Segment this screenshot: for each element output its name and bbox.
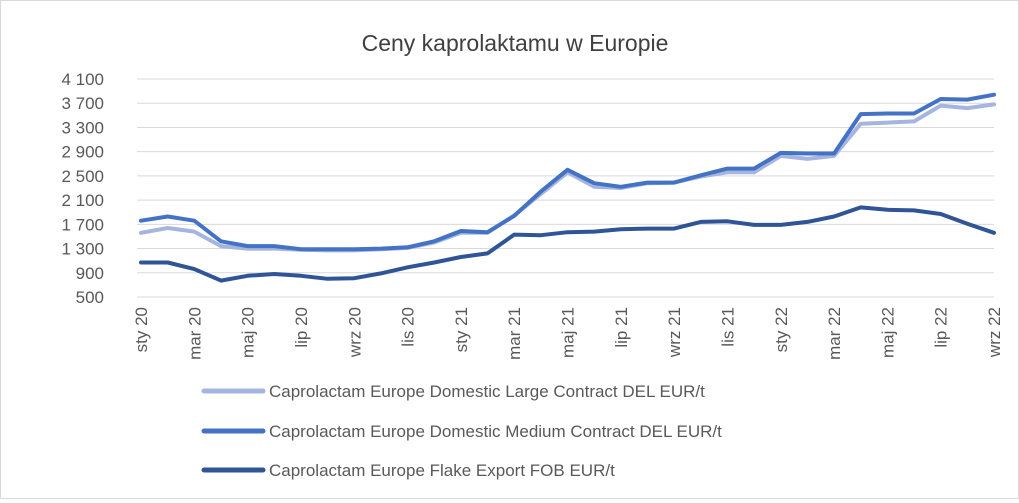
y-tick-label: 1 700 xyxy=(61,215,104,234)
x-axis: sty 20 mar 20 maj 20 lip 20 wrz 20 lis 20 sty … xyxy=(132,307,1004,360)
x-tick-label: sty 22 xyxy=(772,307,791,352)
gridlines xyxy=(137,78,994,298)
y-tick-label: 3 300 xyxy=(61,118,104,137)
x-tick-label: lis 20 xyxy=(399,307,418,347)
y-tick-label: 3 700 xyxy=(61,94,104,113)
x-tick-label: maj 22 xyxy=(878,307,897,358)
y-tick-label: 1 300 xyxy=(61,240,104,259)
x-tick-label: wrz 22 xyxy=(985,307,1004,358)
x-tick-label: lip 22 xyxy=(932,307,951,348)
x-tick-label: mar 22 xyxy=(825,307,844,360)
x-tick-label: lis 21 xyxy=(718,307,737,347)
series-line-3 xyxy=(139,205,996,283)
x-tick-label: wrz 20 xyxy=(345,307,364,358)
series-line-1 xyxy=(139,102,996,253)
plot-area xyxy=(139,92,996,283)
legend-label-3: Caprolactam Europe Flake Export FOB EUR/… xyxy=(269,461,615,480)
x-tick-label: maj 20 xyxy=(239,307,258,358)
y-tick-label: 2 100 xyxy=(61,191,104,210)
x-tick-label: mar 20 xyxy=(185,307,204,360)
chart-title: Ceny kaprolaktamu w Europie xyxy=(362,30,669,56)
x-tick-label: sty 20 xyxy=(132,307,151,352)
x-tick-label: lip 21 xyxy=(612,307,631,348)
x-tick-label: wrz 21 xyxy=(665,307,684,358)
y-tick-label: 900 xyxy=(76,264,104,283)
x-tick-label: mar 21 xyxy=(505,307,524,360)
x-tick-label: lip 20 xyxy=(292,307,311,348)
y-tick-label: 500 xyxy=(76,288,104,307)
legend-label-2: Caprolactam Europe Domestic Medium Contr… xyxy=(269,422,722,441)
x-tick-label: sty 21 xyxy=(452,307,471,352)
y-tick-label: 2 900 xyxy=(61,143,104,162)
y-tick-label: 2 500 xyxy=(61,167,104,186)
legend-label-1: Caprolactam Europe Domestic Large Contra… xyxy=(269,382,705,401)
y-tick-label: 4 100 xyxy=(61,70,104,89)
series-line-2 xyxy=(139,92,996,252)
legend: Caprolactam Europe Domestic Large Contra… xyxy=(201,382,722,480)
x-tick-label: maj 21 xyxy=(559,307,578,358)
y-axis: 4 100 3 700 3 300 2 900 2 500 2 100 1 700 1 300… xyxy=(61,70,104,307)
